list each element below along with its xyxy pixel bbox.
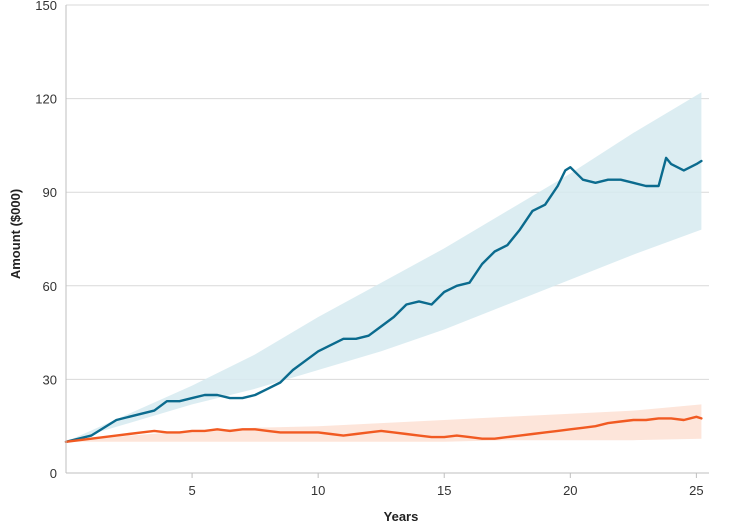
y-tick-labels: 0 30 60 90 120 150 xyxy=(35,0,57,481)
x-axis-title: Years xyxy=(384,509,419,523)
confidence-bands xyxy=(66,92,702,442)
x-tick-label: 10 xyxy=(311,483,325,498)
series-line xyxy=(64,415,703,443)
x-tick-labels: 5 10 15 20 25 xyxy=(188,483,703,498)
grid-lines xyxy=(66,4,709,380)
confidence-band xyxy=(66,92,702,442)
series-line xyxy=(64,156,703,443)
x-tick-label: 20 xyxy=(563,483,577,498)
x-tick-label: 5 xyxy=(188,483,195,498)
y-tick-label: 30 xyxy=(43,372,57,387)
y-axis-title: Amount ($000) xyxy=(8,189,23,279)
y-tick-label: 90 xyxy=(43,185,57,200)
y-tick-label: 120 xyxy=(35,92,57,107)
x-tick-label: 25 xyxy=(689,483,703,498)
y-tick-label: 150 xyxy=(35,0,57,13)
axes xyxy=(65,5,709,478)
y-tick-label: 60 xyxy=(43,279,57,294)
y-tick-label: 0 xyxy=(50,466,57,481)
x-tick-label: 15 xyxy=(437,483,451,498)
series-lines xyxy=(64,156,703,443)
